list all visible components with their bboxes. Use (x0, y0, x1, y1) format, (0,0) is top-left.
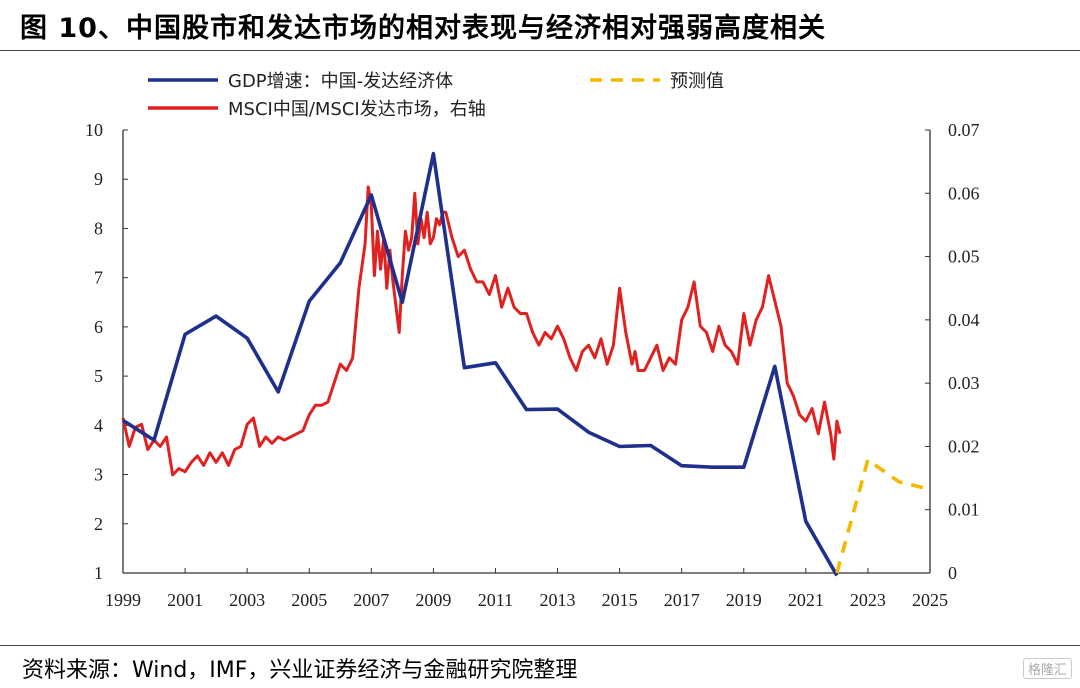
y-right-tick-label: 0.03 (948, 373, 980, 393)
y-right-tick-label: 0 (948, 563, 957, 583)
y-left-tick-label: 2 (94, 514, 103, 534)
x-tick-label: 2015 (602, 590, 638, 610)
figure-title: 图 10、中国股市和发达市场的相对表现与经济相对强弱高度相关 (20, 13, 826, 44)
y-left-tick-label: 8 (94, 218, 103, 238)
y-left-tick-label: 1 (94, 563, 103, 583)
axes: 1999 2001 2003 2005 2007 2009 2011 2013 2015 2017… (85, 120, 980, 610)
x-tick-label: 2013 (540, 590, 576, 610)
x-tick-label: 2007 (353, 590, 389, 610)
watermark-logo: 格隆汇 (1022, 658, 1072, 679)
x-tick-label: 2019 (726, 590, 762, 610)
y-right-tick-label: 0.04 (948, 310, 980, 330)
msci-ratio-line (121, 185, 842, 477)
x-tick-label: 2001 (167, 590, 203, 610)
bottom-rule (0, 645, 1080, 646)
x-tick-label: 2025 (912, 590, 948, 610)
y-left-tick-label: 5 (94, 366, 103, 386)
y-right-tick-label: 0.01 (948, 500, 980, 520)
series-layer (121, 151, 931, 577)
legend-forecast-label: 预测值 (670, 71, 724, 92)
y-left-tick-label: 6 (94, 317, 103, 337)
x-tick-label: 2011 (478, 590, 513, 610)
x-tick-label: 2021 (788, 590, 824, 610)
legend-msci-label: MSCI中国/MSCI发达市场，右轴 (228, 99, 486, 120)
x-tick-label: 1999 (105, 590, 141, 610)
y-left-tick-label: 3 (94, 465, 103, 485)
top-rule (0, 50, 1080, 51)
y-right-tick-label: 0.06 (948, 183, 980, 203)
y-left-tick-label: 7 (94, 268, 103, 288)
source-note: 资料来源：Wind，IMF，兴业证券经济与金融研究院整理 (22, 658, 578, 683)
x-tick-label: 2017 (664, 590, 700, 610)
x-tick-label: 2023 (850, 590, 886, 610)
legend: GDP增速：中国-发达经济体 预测值 MSCI中国/MSCI发达市场，右轴 (148, 71, 724, 120)
forecast-line (835, 457, 931, 574)
y-left-tick-label: 4 (94, 415, 103, 435)
gdp-growth-line (122, 151, 839, 577)
x-tick-label: 2005 (291, 590, 327, 610)
y-right-tick-label: 0.05 (948, 247, 980, 267)
y-left-tick-label: 10 (85, 120, 103, 140)
y-right-tick-label: 0.02 (948, 436, 980, 456)
legend-gdp-label: GDP增速：中国-发达经济体 (228, 71, 453, 92)
x-tick-label: 2003 (229, 590, 265, 610)
y-right-tick-label: 0.07 (948, 120, 980, 140)
x-tick-label: 2009 (415, 590, 451, 610)
y-left-tick-label: 9 (94, 169, 103, 189)
